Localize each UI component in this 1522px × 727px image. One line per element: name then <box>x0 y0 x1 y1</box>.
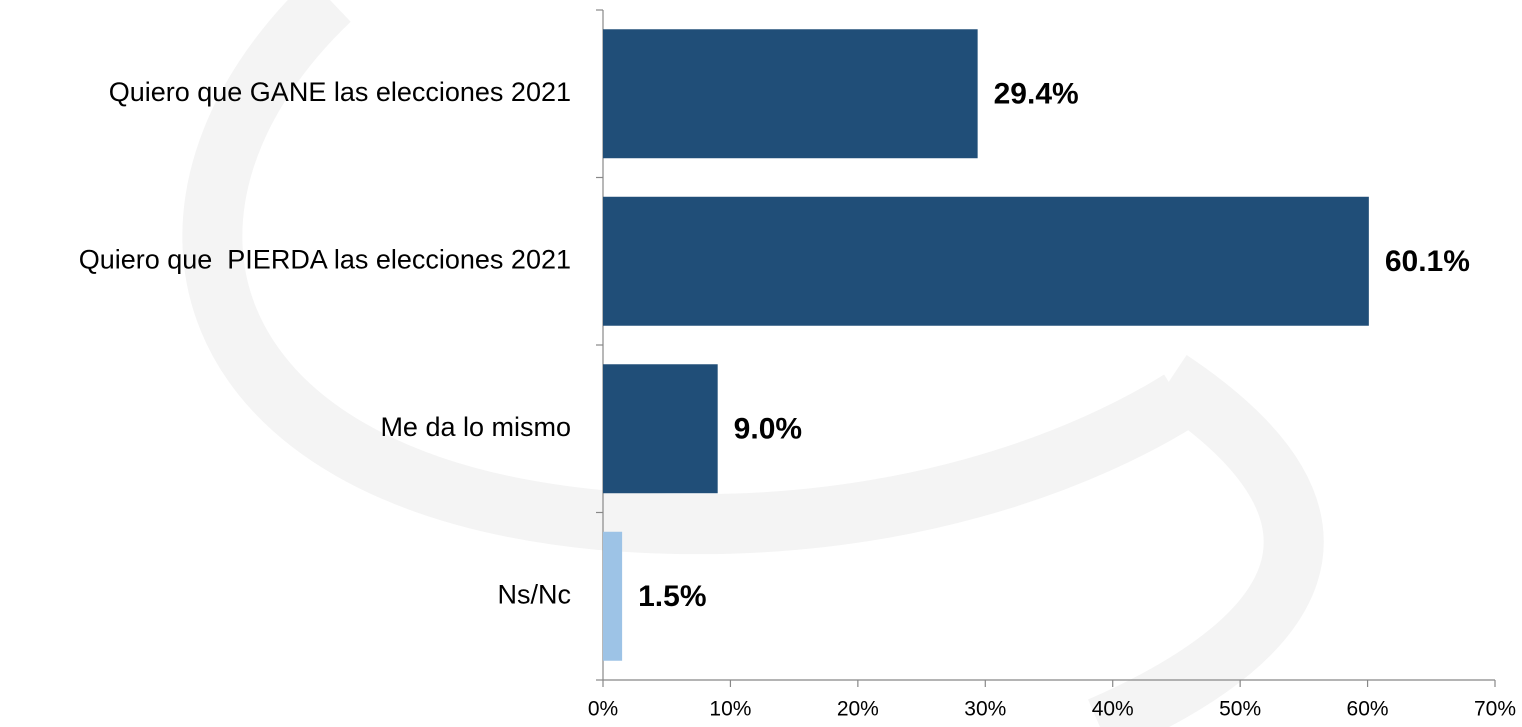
value-label: 1.5% <box>638 580 706 613</box>
bar <box>603 29 978 159</box>
bar <box>603 196 1369 326</box>
category-label: Ns/Nc <box>498 579 572 609</box>
category-label: Quiero que PIERDA las elecciones 2021 <box>79 244 571 274</box>
x-tick-label: 20% <box>837 698 879 721</box>
bar <box>603 531 623 661</box>
watermark <box>182 0 1324 727</box>
category-label: Quiero que GANE las elecciones 2021 <box>109 77 571 107</box>
x-tick-label: 70% <box>1474 698 1516 721</box>
x-tick-label: 0% <box>588 698 618 721</box>
value-label: 29.4% <box>994 78 1079 111</box>
category-label: Me da lo mismo <box>380 412 571 442</box>
x-tick-label: 60% <box>1347 698 1389 721</box>
x-tick-label: 40% <box>1092 698 1134 721</box>
value-label: 60.1% <box>1385 245 1470 278</box>
x-tick-label: 50% <box>1219 698 1261 721</box>
x-tick-label: 30% <box>964 698 1006 721</box>
value-label: 9.0% <box>734 413 802 446</box>
x-tick-label: 10% <box>709 698 751 721</box>
bar <box>603 364 718 494</box>
